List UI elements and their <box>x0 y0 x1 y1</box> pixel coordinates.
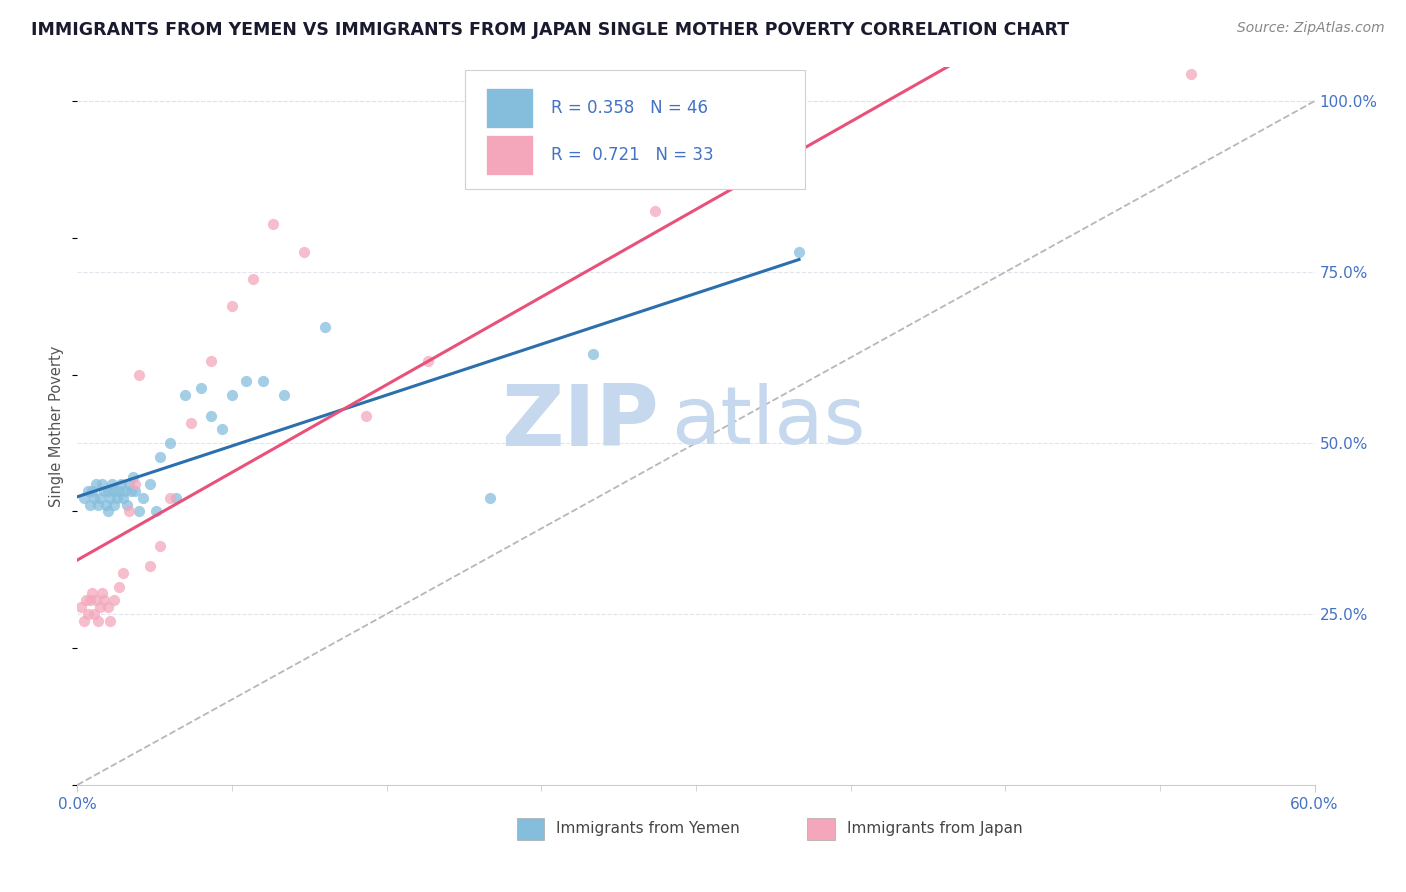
Text: Source: ZipAtlas.com: Source: ZipAtlas.com <box>1237 21 1385 36</box>
Text: R =  0.721   N = 33: R = 0.721 N = 33 <box>551 146 714 164</box>
Point <box>97 483 120 498</box>
Point <box>80 483 103 498</box>
Point <box>76 483 98 498</box>
Text: Immigrants from Japan: Immigrants from Japan <box>846 822 1022 837</box>
Point <box>262 217 284 231</box>
Point <box>314 319 336 334</box>
Point <box>478 491 501 505</box>
Point <box>105 491 128 505</box>
Point <box>122 470 145 484</box>
Point <box>87 498 110 512</box>
Point <box>416 354 439 368</box>
Bar <box>807 818 835 839</box>
Point <box>83 607 105 621</box>
Point <box>120 483 142 498</box>
Point <box>72 491 94 505</box>
Point <box>83 491 105 505</box>
Point <box>110 477 132 491</box>
Y-axis label: Single Mother Poverty: Single Mother Poverty <box>49 345 65 507</box>
Point <box>93 593 115 607</box>
Point <box>89 600 111 615</box>
Point <box>200 354 222 368</box>
Point <box>124 483 146 498</box>
Point <box>98 614 121 628</box>
Point <box>354 409 377 423</box>
Point <box>84 593 107 607</box>
Point <box>87 614 110 628</box>
Point <box>76 607 98 621</box>
Point <box>128 368 150 382</box>
Point <box>118 504 141 518</box>
Point <box>101 477 124 491</box>
Point <box>787 244 810 259</box>
Point <box>72 614 94 628</box>
Point <box>138 477 160 491</box>
Point <box>96 498 118 512</box>
Point <box>93 483 115 498</box>
Point <box>159 436 181 450</box>
Point <box>128 504 150 518</box>
Point <box>211 422 233 436</box>
Text: Immigrants from Yemen: Immigrants from Yemen <box>557 822 740 837</box>
Point <box>235 375 257 389</box>
Point <box>107 483 129 498</box>
Point <box>200 409 222 423</box>
FancyBboxPatch shape <box>464 70 804 189</box>
Point <box>79 593 101 607</box>
Point <box>70 600 93 615</box>
Point <box>103 483 125 498</box>
Point <box>91 477 114 491</box>
Point <box>89 491 111 505</box>
Point <box>159 491 181 505</box>
Point <box>103 498 125 512</box>
Point <box>173 388 195 402</box>
Point <box>221 299 243 313</box>
Point <box>118 477 141 491</box>
Point <box>91 586 114 600</box>
Point <box>221 388 243 402</box>
Text: R = 0.358   N = 46: R = 0.358 N = 46 <box>551 99 709 117</box>
Point <box>138 559 160 574</box>
Point <box>149 450 172 464</box>
Point <box>115 498 138 512</box>
Point <box>97 504 120 518</box>
Point <box>75 593 97 607</box>
Point <box>103 593 125 607</box>
Point <box>84 477 107 491</box>
Point <box>124 477 146 491</box>
Point <box>165 491 187 505</box>
Point <box>80 586 103 600</box>
Point <box>190 381 212 395</box>
Point <box>98 491 121 505</box>
Point <box>79 498 101 512</box>
Point <box>145 504 167 518</box>
Text: IMMIGRANTS FROM YEMEN VS IMMIGRANTS FROM JAPAN SINGLE MOTHER POVERTY CORRELATION: IMMIGRANTS FROM YEMEN VS IMMIGRANTS FROM… <box>31 21 1069 39</box>
Point <box>644 203 666 218</box>
Point <box>149 539 172 553</box>
Point <box>180 416 202 430</box>
Point <box>107 580 129 594</box>
Point <box>252 375 274 389</box>
Text: atlas: atlas <box>671 384 866 461</box>
Point <box>132 491 155 505</box>
Point <box>292 244 315 259</box>
Point <box>111 491 134 505</box>
Point <box>114 483 136 498</box>
Point <box>242 272 264 286</box>
Bar <box>485 135 533 175</box>
Point <box>111 566 134 580</box>
Point <box>97 600 120 615</box>
Bar <box>516 818 544 839</box>
Bar <box>485 88 533 128</box>
Point <box>1180 67 1202 81</box>
Point <box>273 388 295 402</box>
Point <box>582 347 605 361</box>
Text: ZIP: ZIP <box>501 381 659 464</box>
